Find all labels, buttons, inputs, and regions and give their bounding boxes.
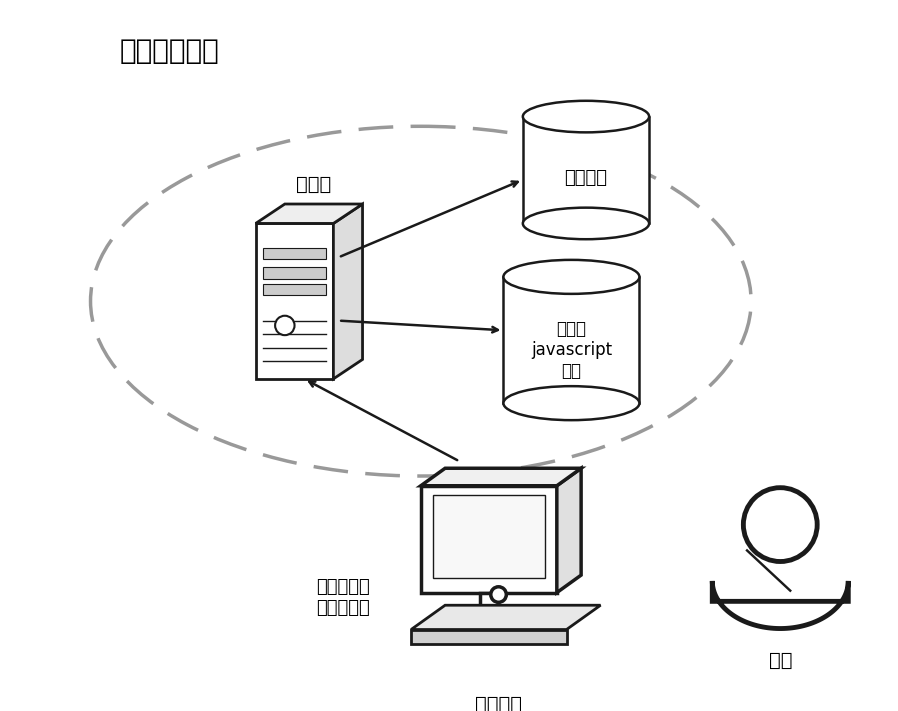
Circle shape bbox=[744, 488, 817, 562]
Polygon shape bbox=[480, 592, 497, 621]
Circle shape bbox=[275, 316, 295, 335]
Bar bbox=[263, 267, 326, 279]
Circle shape bbox=[491, 587, 506, 602]
Text: 数据处理平台: 数据处理平台 bbox=[119, 37, 219, 65]
Ellipse shape bbox=[523, 208, 649, 239]
Bar bbox=[523, 117, 649, 223]
Polygon shape bbox=[421, 469, 581, 486]
Polygon shape bbox=[411, 629, 567, 644]
Ellipse shape bbox=[504, 386, 639, 420]
Bar bbox=[433, 495, 544, 579]
Text: 预设的
javascript
脚本: 预设的 javascript 脚本 bbox=[531, 320, 612, 380]
Text: 服务器: 服务器 bbox=[296, 175, 331, 194]
Polygon shape bbox=[411, 605, 601, 629]
Polygon shape bbox=[256, 223, 333, 379]
Polygon shape bbox=[557, 469, 581, 592]
Polygon shape bbox=[256, 204, 363, 223]
Bar bbox=[504, 277, 639, 403]
Ellipse shape bbox=[523, 101, 649, 132]
Text: 预设的文件
处理客户端: 预设的文件 处理客户端 bbox=[316, 578, 370, 617]
Polygon shape bbox=[333, 204, 363, 379]
Bar bbox=[263, 284, 326, 295]
Text: 用户: 用户 bbox=[769, 651, 792, 670]
Ellipse shape bbox=[504, 260, 639, 294]
Text: 终端设备: 终端设备 bbox=[475, 695, 522, 711]
Polygon shape bbox=[712, 581, 849, 629]
Bar bbox=[263, 247, 326, 260]
Text: 业务文件: 业务文件 bbox=[565, 169, 607, 187]
Polygon shape bbox=[421, 486, 557, 592]
